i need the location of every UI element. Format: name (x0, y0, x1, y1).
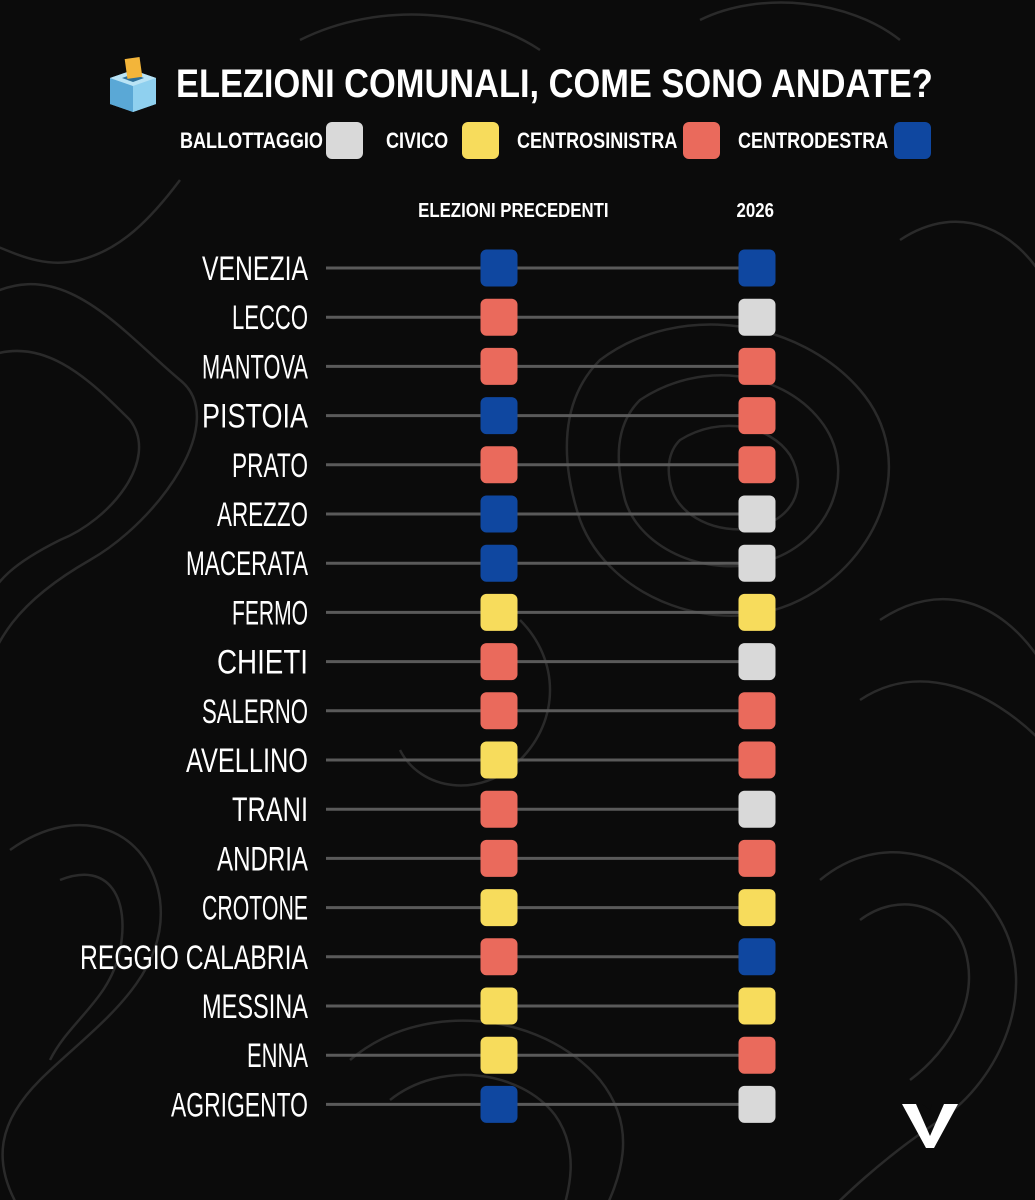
row-arezzo: AREZZO (217, 495, 776, 534)
city-label: AVELLINO (186, 742, 308, 780)
previous-result-marker (480, 1085, 518, 1123)
city-label: CHIETI (217, 644, 308, 682)
city-label: CROTONE (202, 890, 308, 928)
city-label: PISTOIA (202, 398, 308, 436)
row-trani: TRANI (232, 790, 776, 829)
city-label: LECCO (232, 299, 308, 337)
row-messina: MESSINA (202, 987, 776, 1026)
result-2026-marker (738, 249, 776, 287)
city-label: VENEZIA (202, 250, 308, 288)
legend-label: CENTROSINISTRA (517, 128, 678, 153)
previous-result-marker (480, 249, 518, 287)
result-2026-marker (738, 692, 776, 730)
result-2026-marker (738, 938, 776, 976)
row-chieti: CHIETI (217, 643, 776, 682)
result-2026-marker (738, 889, 776, 927)
legend-swatch (462, 122, 499, 159)
column-header-previous: ELEZIONI PRECEDENTI (418, 200, 609, 222)
result-2026-marker (738, 495, 776, 533)
city-label: REGGIO CALABRIA (80, 939, 308, 977)
previous-result-marker (480, 397, 518, 435)
city-label: PRATO (232, 447, 308, 485)
previous-result-marker (480, 593, 518, 631)
result-2026-marker (738, 298, 776, 336)
previous-result-marker (480, 692, 518, 730)
city-label: SALERNO (202, 693, 308, 731)
city-label: FERMO (232, 594, 308, 632)
previous-result-marker (480, 446, 518, 484)
row-salerno: SALERNO (202, 692, 776, 731)
previous-result-marker (480, 347, 518, 385)
result-2026-marker (738, 987, 776, 1025)
previous-result-marker (480, 1036, 518, 1074)
legend-swatch (326, 122, 363, 159)
result-2026-marker (738, 790, 776, 828)
city-label: TRANI (232, 791, 308, 829)
row-venezia: VENEZIA (202, 249, 776, 288)
previous-result-marker (480, 643, 518, 681)
result-2026-marker (738, 643, 776, 681)
city-label: AREZZO (217, 496, 308, 534)
city-label: MANTOVA (202, 348, 308, 386)
previous-result-marker (480, 790, 518, 828)
result-2026-marker (738, 544, 776, 582)
row-pistoia: PISTOIA (202, 397, 776, 436)
row-macerata: MACERATA (186, 544, 776, 583)
column-header-2026: 2026 (736, 200, 774, 222)
city-label: ENNA (247, 1037, 308, 1075)
previous-result-marker (480, 741, 518, 779)
previous-result-marker (480, 495, 518, 533)
previous-result-marker (480, 938, 518, 976)
legend-label: CIVICO (386, 128, 449, 153)
row-prato: PRATO (232, 446, 776, 485)
row-agrigento: AGRIGENTO (171, 1085, 776, 1124)
legend: BALLOTTAGGIO CIVICO CENTROSINISTRA CENTR… (180, 120, 940, 160)
previous-result-marker (480, 889, 518, 927)
result-2026-marker (738, 446, 776, 484)
previous-result-marker (480, 987, 518, 1025)
previous-result-marker (480, 298, 518, 336)
row-crotone: CROTONE (202, 889, 776, 928)
v-logo-icon (902, 1104, 958, 1148)
city-label: AGRIGENTO (171, 1086, 308, 1124)
page-title: ELEZIONI COMUNALI, COME SONO ANDATE? (176, 62, 933, 106)
previous-result-marker (480, 839, 518, 877)
city-label: MESSINA (202, 988, 308, 1026)
city-label: MACERATA (186, 545, 308, 583)
result-2026-marker (738, 397, 776, 435)
ballot-box-icon (110, 56, 156, 112)
result-2026-marker (738, 1085, 776, 1123)
row-avellino: AVELLINO (186, 741, 776, 780)
row-enna: ENNA (247, 1036, 776, 1075)
row-fermo: FERMO (232, 593, 776, 632)
result-2026-marker (738, 839, 776, 877)
legend-swatch (683, 122, 720, 159)
previous-result-marker (480, 544, 518, 582)
row-lecco: LECCO (232, 298, 776, 337)
header: ELEZIONI COMUNALI, COME SONO ANDATE? (104, 56, 984, 116)
legend-swatch (894, 122, 931, 159)
result-2026-marker (738, 593, 776, 631)
row-reggio-calabria: REGGIO CALABRIA (80, 938, 776, 977)
legend-label: BALLOTTAGGIO (180, 128, 323, 153)
city-label: ANDRIA (217, 840, 308, 878)
legend-label: CENTRODESTRA (738, 128, 889, 153)
result-2026-marker (738, 1036, 776, 1074)
result-2026-marker (738, 347, 776, 385)
row-andria: ANDRIA (217, 839, 776, 878)
row-mantova: MANTOVA (202, 347, 776, 386)
result-2026-marker (738, 741, 776, 779)
